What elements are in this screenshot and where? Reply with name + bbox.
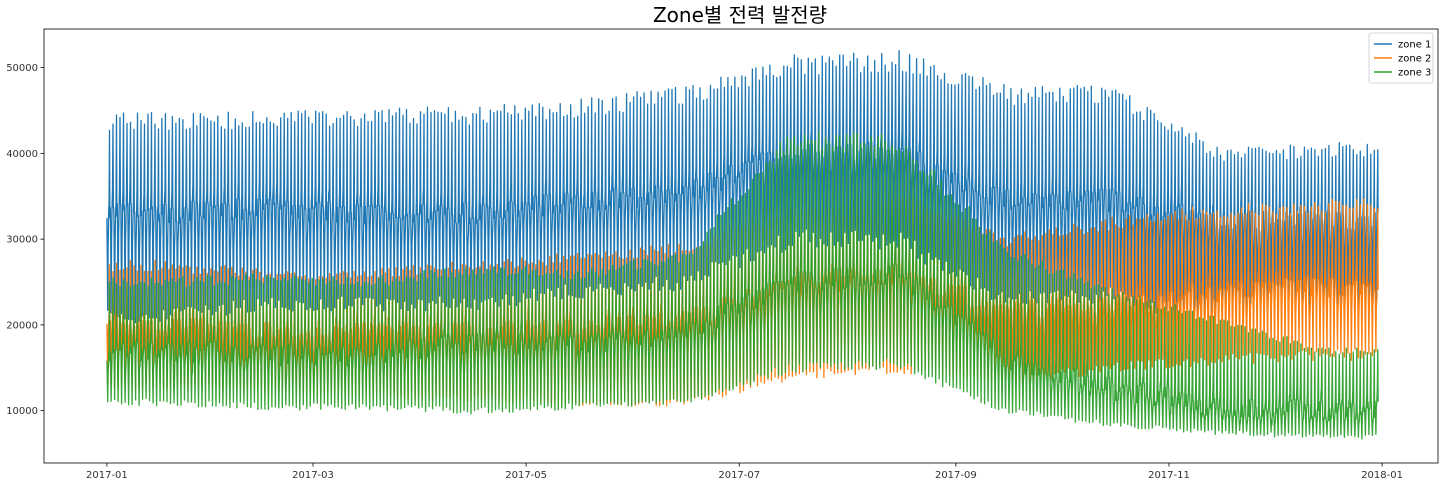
x-tick-label: 2017-01 [86, 470, 128, 481]
y-tick-label: 20000 [6, 320, 38, 331]
legend-label: zone 2 [1398, 54, 1431, 65]
y-tick-label: 50000 [6, 63, 38, 74]
y-tick-label: 40000 [6, 149, 38, 160]
y-axis: 10000 20000 30000 40000 50000 [6, 63, 44, 417]
series-line-zone-3 [106, 131, 1379, 440]
x-tick-label: 2017-07 [718, 470, 760, 481]
x-axis: 2017-01 2017-03 2017-05 2017-07 2017-09 2017-… [86, 463, 1403, 481]
chart-title: Zone별 전력 발전량 [653, 3, 827, 27]
series-layer [106, 50, 1379, 440]
x-tick-label: 2018-01 [1361, 470, 1403, 481]
x-tick-label: 2017-05 [505, 470, 547, 481]
x-tick-label: 2017-09 [935, 470, 977, 481]
x-tick-label: 2017-11 [1148, 470, 1190, 481]
x-tick-label: 2017-03 [292, 470, 334, 481]
series-line-zone-1 [106, 50, 1379, 328]
y-tick-label: 10000 [6, 406, 38, 417]
legend-label: zone 1 [1398, 40, 1431, 51]
legend: zone 1 zone 2 zone 3 [1368, 32, 1434, 84]
plot-frame [43, 28, 1439, 464]
y-tick-label: 30000 [6, 235, 38, 246]
legend-box [1368, 32, 1434, 84]
legend-label: zone 3 [1398, 68, 1431, 79]
